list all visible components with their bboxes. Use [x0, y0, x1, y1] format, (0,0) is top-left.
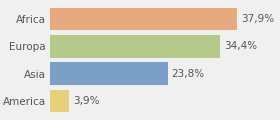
Text: 34,4%: 34,4% — [224, 41, 257, 51]
Text: 3,9%: 3,9% — [73, 96, 100, 106]
Text: 37,9%: 37,9% — [241, 14, 274, 24]
Bar — [50, 35, 220, 58]
Bar — [50, 62, 168, 85]
Bar — [50, 90, 69, 112]
Bar — [50, 8, 237, 30]
Text: 23,8%: 23,8% — [172, 69, 205, 79]
